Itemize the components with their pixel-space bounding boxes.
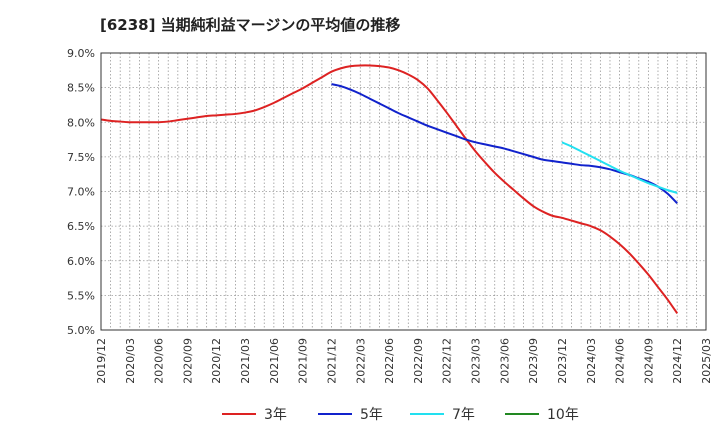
legend: 3年 5年 7年 10年 xyxy=(222,407,579,423)
series-line-1 xyxy=(100,64,679,314)
x-tick-label: 2022/06 xyxy=(383,338,396,384)
x-tick-label: 2022/09 xyxy=(412,338,425,384)
x-tick-label: 2020/09 xyxy=(181,338,194,384)
x-tick-label: 2024/09 xyxy=(642,338,655,384)
y-tick-label: 8.5% xyxy=(67,82,95,95)
x-tick-label: 2024/03 xyxy=(585,338,598,384)
y-tick-label: 6.5% xyxy=(67,220,95,233)
y-tick-label: 5.5% xyxy=(67,289,95,302)
series-line-2 xyxy=(331,83,678,204)
chart-title: [6238] 当期純利益マージンの平均値の推移 xyxy=(100,16,401,34)
x-tick-label: 2022/12 xyxy=(441,338,454,384)
x-tick-label: 2022/03 xyxy=(354,338,367,384)
plot-frame xyxy=(100,52,707,331)
y-tick-label: 8.0% xyxy=(67,116,95,129)
plot-border xyxy=(100,52,707,331)
x-tick-label: 2023/03 xyxy=(470,338,483,384)
x-tick-label: 2024/06 xyxy=(614,338,627,384)
series-lines xyxy=(100,64,679,314)
series-line-3 xyxy=(561,141,678,194)
x-tick-label: 2024/12 xyxy=(671,338,684,384)
x-tick-label: 2023/09 xyxy=(527,338,540,384)
x-tick-label: 2023/06 xyxy=(498,338,511,384)
x-tick-label: 2019/12 xyxy=(95,338,108,384)
x-tick-label: 2021/12 xyxy=(325,338,338,384)
x-tick-label: 2020/06 xyxy=(153,338,166,384)
x-tick-label: 2020/12 xyxy=(210,338,223,384)
y-tick-label: 5.0% xyxy=(67,324,95,337)
y-tick-label: 7.0% xyxy=(67,186,95,199)
x-tick-label: 2023/12 xyxy=(556,338,569,384)
legend-label-4: 10年 xyxy=(547,407,579,423)
x-tick-label: 2025/03 xyxy=(700,338,713,384)
legend-label-1: 3年 xyxy=(264,407,287,423)
x-axis-ticks: 2019/12 2020/03 2020/06 2020/09 2020/12 2021/… xyxy=(95,338,713,384)
y-tick-label: 6.0% xyxy=(67,255,95,268)
x-tick-label: 2020/03 xyxy=(124,338,137,384)
y-tick-label: 7.5% xyxy=(67,151,95,164)
x-tick-label: 2021/09 xyxy=(297,338,310,384)
y-tick-label: 9.0% xyxy=(67,47,95,60)
legend-label-2: 5年 xyxy=(360,407,383,423)
legend-label-3: 7年 xyxy=(452,407,475,423)
y-axis-ticks: 9.0% 8.5% 8.0% 7.5% 7.0% 6.5% 6.0% 5.5% 5.0% xyxy=(67,47,95,337)
x-tick-label: 2021/06 xyxy=(268,338,281,384)
x-tick-label: 2021/03 xyxy=(239,338,252,384)
